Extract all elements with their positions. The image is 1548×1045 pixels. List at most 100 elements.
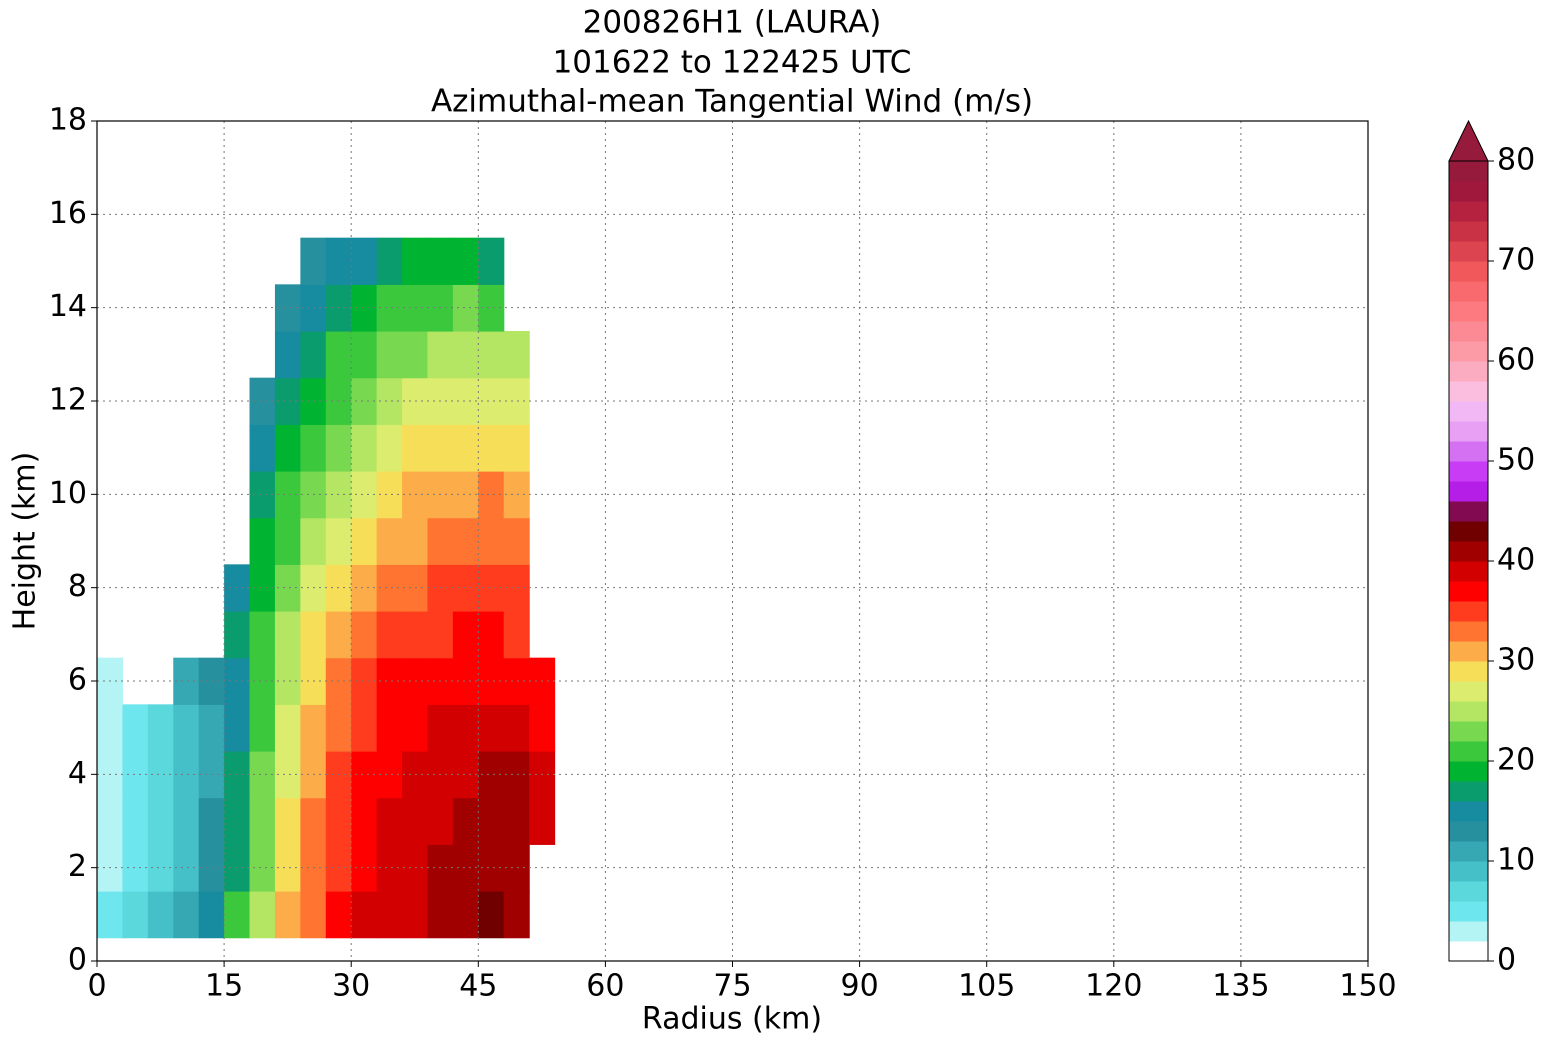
y-tick-label: 6 bbox=[68, 663, 87, 698]
contour-cell bbox=[224, 657, 251, 705]
contour-cell bbox=[351, 611, 378, 659]
colorbar-band bbox=[1449, 381, 1488, 402]
colorbar-band bbox=[1449, 361, 1488, 382]
colorbar-band bbox=[1449, 881, 1488, 902]
contour-cell bbox=[503, 844, 530, 892]
colorbar-band bbox=[1449, 201, 1488, 222]
colorbar-band bbox=[1449, 321, 1488, 342]
contour-cell bbox=[452, 704, 479, 752]
contour-cell bbox=[97, 891, 124, 939]
colorbar-band bbox=[1449, 341, 1488, 362]
contour-cell bbox=[351, 797, 378, 845]
colorbar-band bbox=[1449, 941, 1488, 962]
contour-cell bbox=[529, 704, 556, 752]
contour-cell bbox=[351, 424, 378, 472]
contour-cell bbox=[122, 844, 149, 892]
contour-cell bbox=[503, 657, 530, 705]
contour-cell bbox=[351, 704, 378, 752]
y-tick-label: 2 bbox=[68, 849, 87, 884]
colorbar-tick-label: 30 bbox=[1497, 643, 1535, 678]
contour-cell bbox=[376, 517, 403, 565]
contour-cell bbox=[173, 751, 200, 799]
contour-cell bbox=[427, 237, 454, 285]
colorbar-band bbox=[1449, 661, 1488, 682]
contour-cell bbox=[503, 797, 530, 845]
colorbar-band bbox=[1449, 921, 1488, 942]
contour-cell bbox=[402, 611, 429, 659]
contour-cell bbox=[478, 891, 505, 939]
contour-cell bbox=[274, 797, 301, 845]
contour-cell bbox=[351, 237, 378, 285]
contour-cell bbox=[452, 517, 479, 565]
colorbar-band bbox=[1449, 261, 1488, 282]
colorbar-extend bbox=[1448, 119, 1489, 162]
contour-cell bbox=[274, 331, 301, 379]
contour-cell bbox=[503, 331, 530, 379]
plot-frame bbox=[96, 120, 1369, 962]
contour-cell bbox=[376, 797, 403, 845]
contour-cell bbox=[402, 331, 429, 379]
colorbar-tick-label: 40 bbox=[1497, 543, 1535, 578]
contour-cell bbox=[402, 517, 429, 565]
contour-cell bbox=[351, 331, 378, 379]
contour-cell bbox=[173, 891, 200, 939]
contour-cell bbox=[274, 891, 301, 939]
contour-cell bbox=[300, 424, 327, 472]
chart-title: 200826H1 (LAURA) bbox=[583, 5, 882, 41]
contour-cell bbox=[325, 797, 352, 845]
contour-cell bbox=[300, 611, 327, 659]
contour-cell bbox=[503, 751, 530, 799]
contour-cell bbox=[376, 424, 403, 472]
contour-cell bbox=[325, 424, 352, 472]
contour-cell bbox=[249, 797, 276, 845]
colorbar-band bbox=[1449, 861, 1488, 882]
contour-cell bbox=[452, 424, 479, 472]
colorbar-band bbox=[1449, 821, 1488, 842]
contour-cell bbox=[274, 517, 301, 565]
contour-cell bbox=[376, 237, 403, 285]
colorbar-band bbox=[1449, 801, 1488, 822]
contour-cell bbox=[224, 564, 251, 612]
contour-cell bbox=[198, 797, 225, 845]
colorbar-band bbox=[1449, 841, 1488, 862]
contour-cell bbox=[325, 331, 352, 379]
colorbar-tick-label: 70 bbox=[1497, 243, 1535, 278]
contour-cell bbox=[300, 797, 327, 845]
contour-cell bbox=[147, 704, 174, 752]
colorbar-band bbox=[1449, 521, 1488, 542]
contour-cell bbox=[300, 891, 327, 939]
contour-cell bbox=[427, 331, 454, 379]
contour-cell bbox=[224, 797, 251, 845]
colorbar-band bbox=[1449, 701, 1488, 722]
contour-cell bbox=[376, 891, 403, 939]
colorbar-tick-label: 0 bbox=[1497, 943, 1516, 978]
colorbar-band bbox=[1449, 581, 1488, 602]
contour-cell bbox=[452, 657, 479, 705]
contour-cell bbox=[198, 891, 225, 939]
contour-cell bbox=[224, 611, 251, 659]
colorbar-band bbox=[1449, 641, 1488, 662]
y-tick-label: 4 bbox=[68, 756, 87, 791]
contour-cell bbox=[478, 517, 505, 565]
contour-cell bbox=[376, 704, 403, 752]
contour-cell bbox=[122, 797, 149, 845]
chart-subtitle: 101622 to 122425 UTC bbox=[553, 45, 912, 81]
x-tick-label: 135 bbox=[1212, 969, 1269, 1004]
contour-cell bbox=[452, 377, 479, 425]
contour-cell bbox=[452, 844, 479, 892]
colorbar-band bbox=[1449, 561, 1488, 582]
x-tick-label: 150 bbox=[1339, 969, 1396, 1004]
contour-cell bbox=[325, 517, 352, 565]
x-tick-label: 60 bbox=[586, 969, 624, 1004]
contour-cell bbox=[452, 751, 479, 799]
contour-cell bbox=[452, 331, 479, 379]
contour-cell bbox=[147, 891, 174, 939]
colorbar-tick-label: 80 bbox=[1497, 143, 1535, 178]
contour-cell bbox=[122, 891, 149, 939]
contour-cell bbox=[300, 331, 327, 379]
y-tick-label: 18 bbox=[49, 103, 87, 138]
y-tick-label: 8 bbox=[68, 569, 87, 604]
x-tick-label: 90 bbox=[841, 969, 879, 1004]
colorbar-band bbox=[1449, 741, 1488, 762]
